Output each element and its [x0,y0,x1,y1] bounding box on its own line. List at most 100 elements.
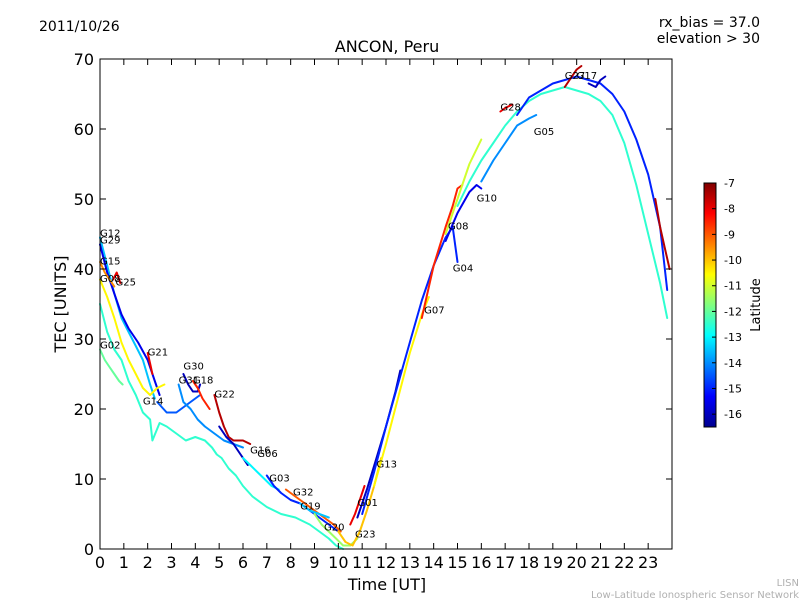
colorbar-tick-label: -8 [724,203,735,216]
series-label: G17 [577,71,597,82]
series-label: G19 [300,502,320,513]
series-label: G29 [100,236,120,247]
series-label: G30 [183,362,203,373]
series-label: G14 [143,397,163,408]
series-line-g10 [444,184,483,242]
x-tick-label: 18 [519,553,539,572]
x-tick-label: 2 [143,553,153,572]
series-line-g17 [563,65,583,88]
x-tick-label: 13 [400,553,420,572]
series-label: G16 [250,446,270,457]
series-line-g21 [146,352,154,375]
x-tick-label: 12 [376,553,396,572]
x-axis-label: Time [UT] [347,575,426,594]
colorbar-tick-label: -16 [724,408,742,421]
series-line-g22 [213,394,252,445]
x-tick-label: 20 [566,553,586,572]
series-line-g02 [99,348,124,386]
colorbar-tick-label: -13 [724,331,742,344]
series-line-g14 [156,394,202,414]
colorbar-ticks: -7 -8 -9 -10 -11 -12 -13 -14 -15 -16 [712,177,742,421]
x-tick-label: 23 [638,553,658,572]
series-label: G08 [448,222,468,233]
x-tick-label: 16 [471,553,491,572]
series-line-g22b [654,198,671,270]
series-label: G25 [115,278,135,289]
y-tick-label: 40 [74,260,94,279]
date-label: 2011/10/26 [39,19,120,35]
x-tick-label: 6 [238,553,248,572]
x-tick-label: 7 [262,553,272,572]
y-tick-label: 0 [84,540,94,559]
rx-bias-label: rx_bias = 37.0 [659,15,760,31]
series-label: G28 [500,103,520,114]
series-label: G21 [148,348,168,359]
x-tick-label: 4 [190,553,200,572]
series-line-g02b [99,303,345,550]
y-axis-label: TEC [UNITS] [51,256,70,354]
series-label: G04 [453,264,473,275]
footer-lisn: LISN [777,578,799,589]
colorbar-tick-label: -15 [724,382,742,395]
x-tick-label: 14 [423,553,443,572]
x-tick-label: 22 [614,553,634,572]
x-tick-label: 8 [286,553,296,572]
series-line-g05 [480,114,538,183]
series-label-layer: G12G29G15G08G25G02G21G14G30G31G18G22G16G… [100,71,597,541]
series-line-g01 [349,485,366,526]
series-label: G27 [565,71,585,82]
colorbar-tick-label: -9 [724,228,735,241]
colorbar-label: Latitude [749,278,764,332]
colorbar-tick-label: -12 [724,305,742,318]
x-tick-label: 11 [352,553,372,572]
series-label: G05 [534,127,554,138]
series-line-g08b [420,184,464,319]
footer-network: Low-Latitude Ionospheric Sensor Network [591,590,799,600]
series-label: G10 [477,194,497,205]
series-label: G13 [376,460,396,471]
x-tick-label: 9 [309,553,319,572]
colorbar-tick-label: -14 [724,357,742,370]
y-tick-label: 10 [74,470,94,489]
series-label: G32 [293,488,313,499]
colorbar-tick-label: -7 [724,177,735,190]
series-label: G15 [100,257,120,268]
y-tick-label: 20 [74,400,94,419]
series-label: G31 [179,376,199,387]
plot-area [100,59,672,549]
series-line-g06 [242,457,280,491]
series-line-g11 [444,138,483,235]
y-tick-label: 30 [74,330,94,349]
series-line-g18 [191,380,211,410]
series-label: G03 [269,474,289,485]
series-label: G18 [193,376,213,387]
x-tick-label: 21 [590,553,610,572]
series-label: G02 [100,341,120,352]
x-tick-label: 19 [543,553,563,572]
series-label: G07 [424,306,444,317]
series-line-g19 [299,502,330,519]
x-tick-label: 0 [95,553,105,572]
series-line-g32 [284,488,342,533]
series-label: G20 [324,523,344,534]
x-tick-label: 17 [495,553,515,572]
series-line-g08 [99,278,166,396]
series-line-g09 [587,75,607,88]
chart-title: ANCON, Peru [335,37,439,56]
x-tick-label: 10 [328,553,348,572]
elevation-label: elevation > 30 [657,31,760,47]
x-tick-label: 15 [447,553,467,572]
series-label: G22 [214,390,234,401]
series-line-g12 [99,236,156,400]
colorbar-tick-label: -11 [724,280,742,293]
y-axis: 0 10 20 30 40 50 60 70 [74,50,672,559]
series-label: G12 [100,229,120,240]
series-line-g25 [112,271,122,284]
y-tick-label: 60 [74,120,94,139]
series-label: G08 [100,274,120,285]
series-line-g27 [516,75,669,291]
x-tick-label: 5 [214,553,224,572]
series-label: G23 [355,530,375,541]
x-tick-label: 3 [166,553,176,572]
